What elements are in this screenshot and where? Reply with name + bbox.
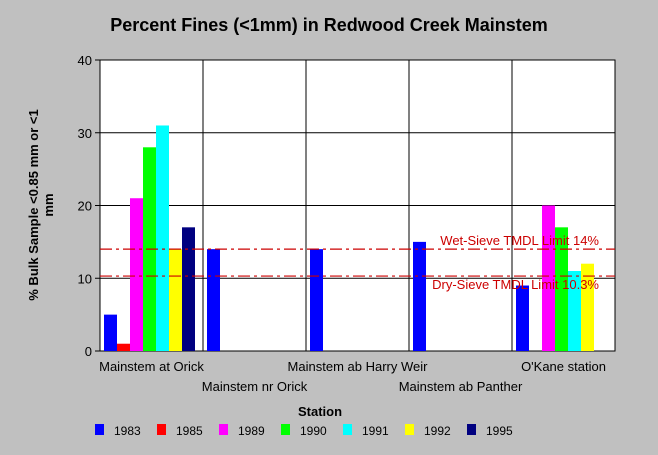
legend-label: 1983 (114, 424, 141, 438)
bar (581, 263, 594, 351)
legend-label: 1991 (362, 424, 389, 438)
bar (169, 249, 182, 351)
reference-line-label: Dry-Sieve TMDL Limit 10.3% (432, 277, 599, 292)
bar (117, 343, 130, 351)
x-category-label: Mainstem ab Harry Weir (288, 359, 429, 374)
y-tick-label: 20 (78, 199, 92, 214)
y-axis-ticks: 0 10 20 30 40 (78, 53, 100, 359)
legend-label: 1992 (424, 424, 451, 438)
y-tick-label: 30 (78, 126, 92, 141)
y-tick-label: 0 (85, 344, 92, 359)
x-axis-categories: Mainstem at Orick Mainstem nr Orick Mainst… (99, 359, 606, 394)
x-category-label: Mainstem ab Panther (399, 379, 523, 394)
bar (555, 227, 568, 351)
bar (310, 249, 323, 351)
bar (413, 241, 426, 351)
legend-swatch (157, 424, 166, 435)
y-tick-label: 40 (78, 53, 92, 68)
bar (542, 205, 555, 351)
x-axis-label: Station (298, 404, 342, 419)
chart-title: Percent Fines (<1mm) in Redwood Creek Ma… (110, 15, 548, 35)
bar (182, 227, 195, 351)
legend-swatch (405, 424, 414, 435)
y-axis-label: % Bulk Sample <0.85 mm or <1 (26, 109, 41, 300)
bar (207, 249, 220, 351)
bar (156, 125, 169, 351)
x-category-label: Mainstem nr Orick (202, 379, 308, 394)
legend-label: 1990 (300, 424, 327, 438)
reference-lines: Wet-Sieve TMDL Limit 14% Dry-Sieve TMDL L… (100, 233, 615, 292)
legend-swatch (281, 424, 290, 435)
legend-swatch (219, 424, 228, 435)
reference-line-label: Wet-Sieve TMDL Limit 14% (440, 233, 599, 248)
x-category-label: O'Kane station (521, 359, 606, 374)
x-category-label: Mainstem at Orick (99, 359, 204, 374)
bar (568, 270, 581, 351)
legend-label: 1995 (486, 424, 513, 438)
legend-label: 1985 (176, 424, 203, 438)
bar (130, 198, 143, 351)
bar (104, 314, 117, 351)
legend-swatch (95, 424, 104, 435)
y-tick-label: 10 (78, 271, 92, 286)
legend-swatch (343, 424, 352, 435)
bar (516, 285, 529, 351)
y-axis-label-line2: mm (41, 193, 56, 216)
legend-swatch (467, 424, 476, 435)
legend-label: 1989 (238, 424, 265, 438)
legend: 1983 1985 1989 1990 1991 1992 1995 (95, 424, 513, 438)
bars (104, 125, 594, 351)
